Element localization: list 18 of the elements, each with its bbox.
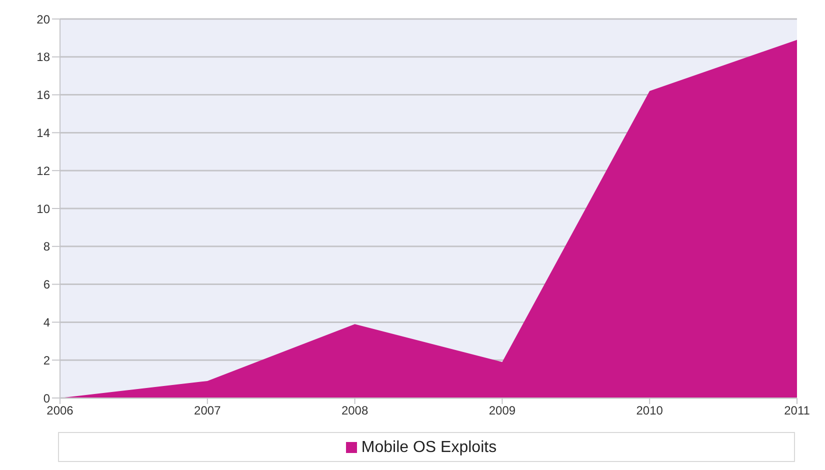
x-tick-label: 2008 — [341, 404, 368, 418]
y-tick-label: 10 — [36, 202, 50, 216]
x-tick-label: 2010 — [636, 404, 664, 418]
y-tick-label: 20 — [36, 12, 50, 26]
y-tick-label: 4 — [43, 315, 50, 330]
y-tick-label: 8 — [43, 240, 50, 254]
x-tick-label: 2007 — [194, 404, 222, 418]
x-tick-label: 2006 — [46, 404, 74, 418]
y-tick-label: 14 — [36, 126, 50, 140]
y-tick-label: 16 — [36, 88, 50, 102]
legend-label: Mobile OS Exploits — [361, 439, 497, 456]
y-tick-label: 18 — [36, 50, 50, 64]
y-tick-label: 6 — [43, 278, 50, 292]
x-tick-label: 2011 — [784, 404, 810, 418]
y-tick-label: 0 — [43, 391, 50, 406]
y-tick-label: 2 — [43, 353, 50, 368]
x-tick-label: 2009 — [488, 404, 516, 418]
y-tick-label: 12 — [36, 164, 50, 178]
